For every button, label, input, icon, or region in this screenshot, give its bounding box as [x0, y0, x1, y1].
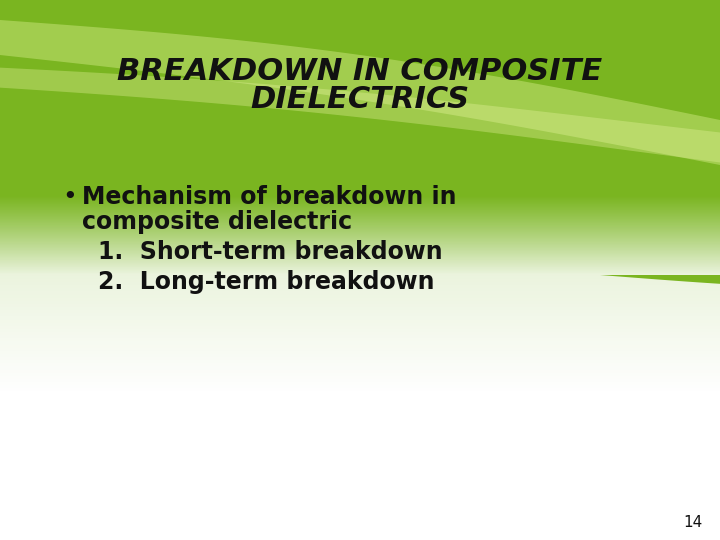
Polygon shape [0, 0, 720, 284]
Text: DIELECTRICS: DIELECTRICS [251, 85, 469, 114]
Text: composite dielectric: composite dielectric [82, 210, 352, 234]
Text: •: • [62, 185, 77, 209]
Text: BREAKDOWN IN COMPOSITE: BREAKDOWN IN COMPOSITE [117, 57, 603, 86]
Text: Mechanism of breakdown in: Mechanism of breakdown in [82, 185, 456, 209]
Text: 14: 14 [684, 515, 703, 530]
Polygon shape [0, 20, 720, 165]
Polygon shape [0, 68, 720, 163]
Text: 1.  Short-term breakdown: 1. Short-term breakdown [98, 240, 443, 264]
Text: 2.  Long-term breakdown: 2. Long-term breakdown [98, 270, 434, 294]
